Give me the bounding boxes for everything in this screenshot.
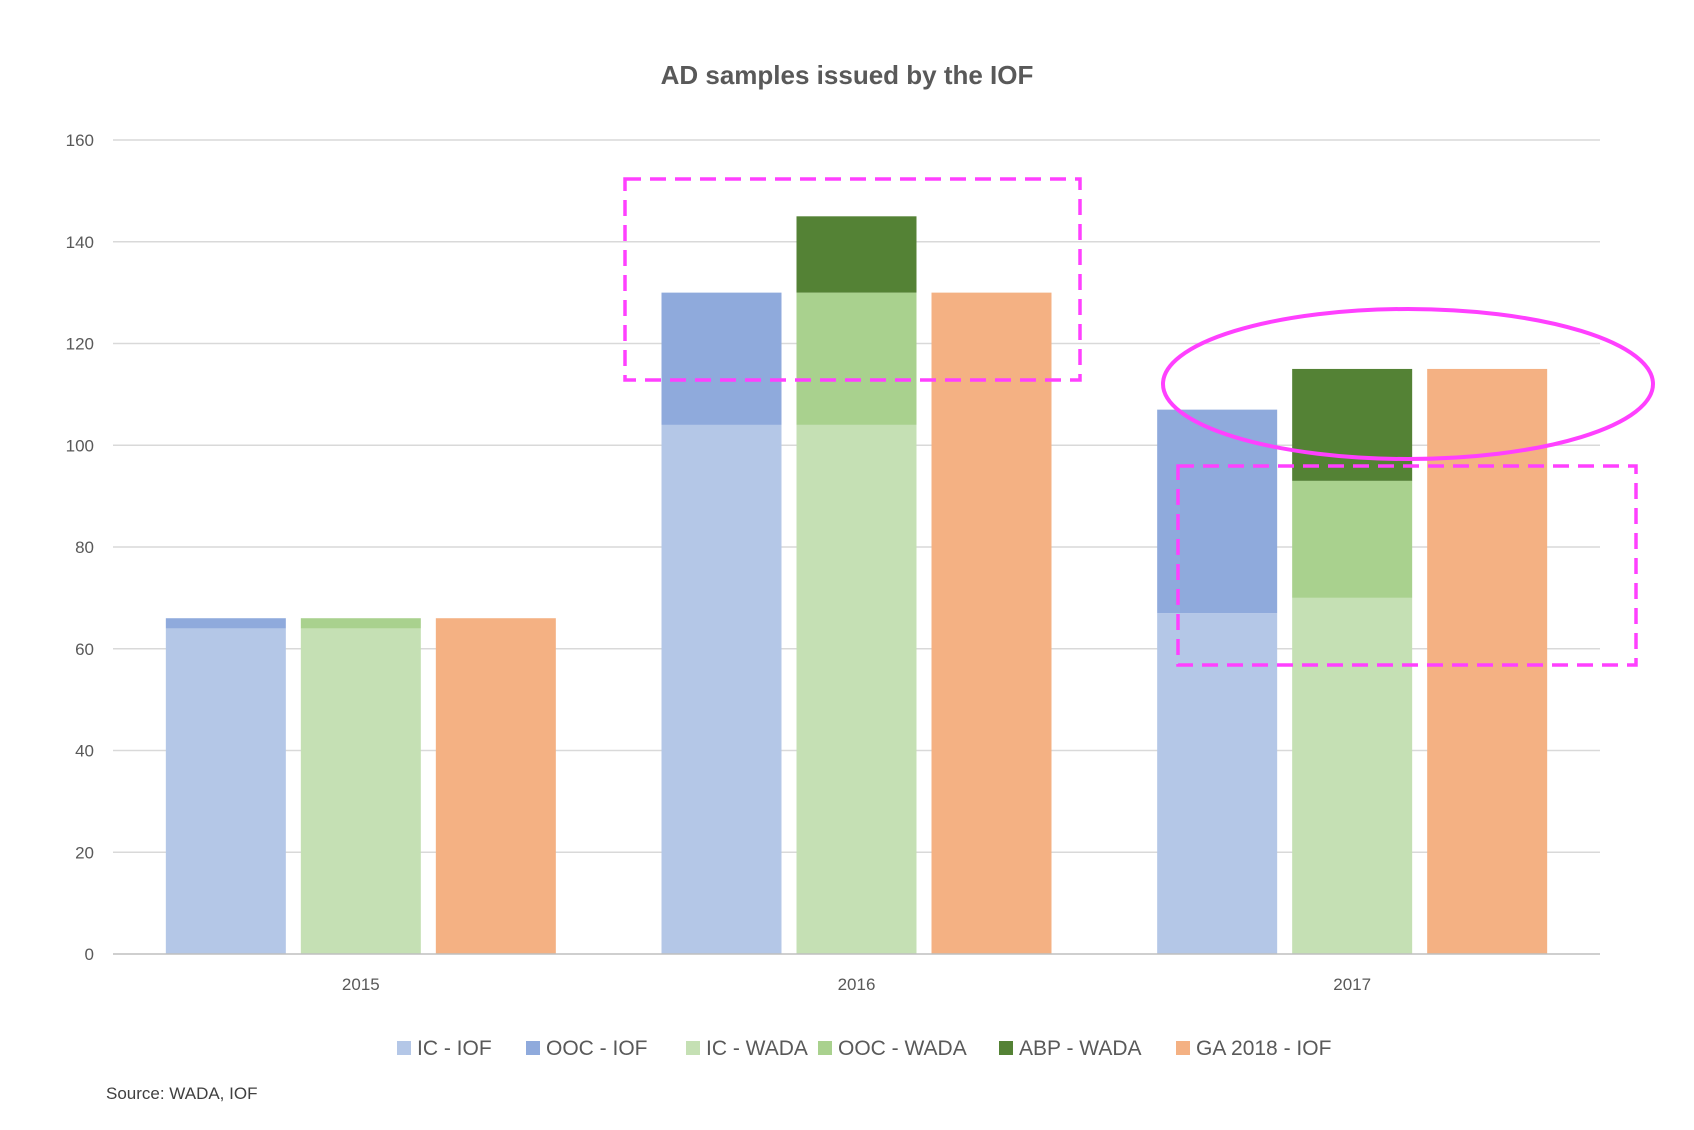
x-tick-label: 2017 [1333, 975, 1371, 994]
bar-ic-wada-2017 [1292, 597, 1413, 954]
legend-label: GA 2018 - IOF [1196, 1037, 1331, 1060]
legend-swatch [999, 1041, 1013, 1055]
legend-swatch [818, 1041, 832, 1055]
y-tick-label: 160 [66, 131, 94, 150]
legend-label: IC - IOF [417, 1037, 492, 1060]
bar-ooc-iof-2015 [165, 618, 286, 629]
y-tick-label: 120 [66, 335, 94, 354]
legend-swatch [526, 1041, 540, 1055]
bar-ic-iof-2015 [165, 628, 286, 954]
legend-label: OOC - IOF [546, 1037, 648, 1060]
x-axis-ticks: 2015 2016 2017 [342, 975, 1371, 994]
bar-abp-wada-2016 [796, 216, 917, 293]
legend-swatch [397, 1041, 411, 1055]
bar-ic-iof-2017 [1157, 613, 1278, 954]
bar-ic-iof-2016 [661, 424, 782, 954]
legend-label: ABP - WADA [1019, 1037, 1142, 1060]
bar-ooc-iof-2017 [1157, 409, 1278, 614]
annotation-ellipse-2017 [1161, 307, 1655, 461]
annotations [623, 177, 1655, 667]
bar-ga2018-iof-2015 [435, 618, 556, 954]
y-tick-label: 140 [66, 233, 94, 252]
x-tick-label: 2016 [838, 975, 876, 994]
source-note: Source: WADA, IOF [106, 1084, 257, 1103]
bar-ga2018-iof-2016 [931, 292, 1052, 954]
bar-ooc-wada-2016 [796, 292, 917, 425]
chart-title: AD samples issued by the IOF [661, 60, 1034, 90]
legend-swatch [1176, 1041, 1190, 1055]
bar-ic-wada-2016 [796, 424, 917, 954]
legend-label: IC - WADA [706, 1037, 808, 1060]
y-tick-label: 80 [75, 538, 94, 557]
y-axis-ticks: 0 20 40 60 80 100 120 140 160 [66, 131, 94, 964]
bars [165, 216, 1548, 954]
x-tick-label: 2015 [342, 975, 380, 994]
annotation-box-2017 [1176, 464, 1638, 667]
bar-abp-wada-2017 [1292, 368, 1413, 481]
y-tick-label: 0 [85, 945, 94, 964]
y-tick-label: 100 [66, 436, 94, 455]
y-tick-label: 20 [75, 843, 94, 862]
legend: IC - IOF OOC - IOF IC - WADA OOC - WADA ABP … [397, 1037, 1331, 1060]
y-tick-label: 40 [75, 742, 94, 761]
bar-ooc-iof-2016 [661, 292, 782, 425]
legend-label: OOC - WADA [838, 1037, 967, 1060]
bar-ooc-wada-2015 [300, 618, 421, 629]
bar-ooc-wada-2017 [1292, 480, 1413, 598]
annotation-box-2016 [623, 177, 1082, 382]
legend-swatch [686, 1041, 700, 1055]
y-tick-label: 60 [75, 640, 94, 659]
bar-ic-wada-2015 [300, 628, 421, 954]
